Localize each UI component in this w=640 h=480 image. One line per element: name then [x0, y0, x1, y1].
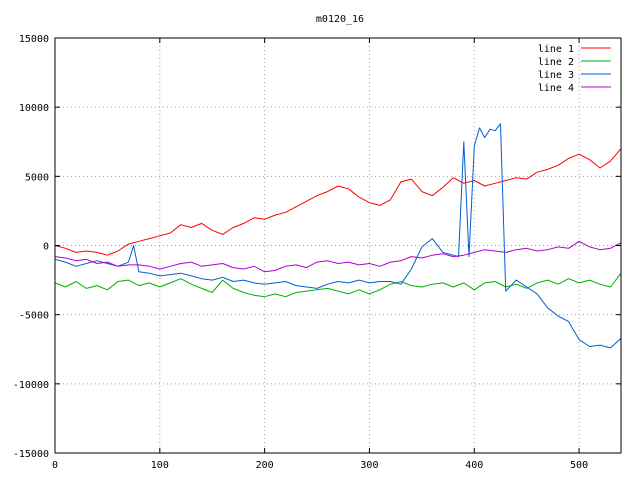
y-tick-label: 0	[43, 242, 49, 253]
x-tick-label: 0	[52, 460, 58, 471]
y-tick-label: -10000	[13, 380, 49, 391]
y-tick-label: 5000	[25, 172, 49, 183]
grid-lines	[55, 38, 621, 453]
series-line-1	[54, 148, 622, 256]
legend-label-4: line 4	[538, 83, 574, 94]
y-tick-label: 15000	[19, 34, 49, 45]
x-tick-label: 400	[465, 460, 483, 471]
y-tick-label: -5000	[19, 311, 49, 322]
y-tick-label: -15000	[13, 449, 49, 460]
y-tick-label: 10000	[19, 103, 49, 114]
legend: line 1 line 2 line 3 line 4	[538, 44, 611, 94]
x-tick-label: 200	[256, 460, 274, 471]
x-tick-label: 300	[360, 460, 378, 471]
x-tick-label: 100	[151, 460, 169, 471]
series-line-4	[54, 240, 622, 273]
legend-label-3: line 3	[538, 70, 574, 81]
series-line-3	[54, 123, 622, 349]
series-lines	[54, 123, 622, 349]
series-line-2	[54, 272, 622, 298]
x-tick-label: 500	[570, 460, 588, 471]
chart-title: m0120_16	[316, 14, 364, 25]
legend-label-2: line 2	[538, 57, 574, 68]
legend-label-1: line 1	[538, 44, 574, 55]
axis-ticks: 0 100 200 300 400 500 -15000 -10000 -5000 0 5000 10…	[13, 34, 621, 471]
